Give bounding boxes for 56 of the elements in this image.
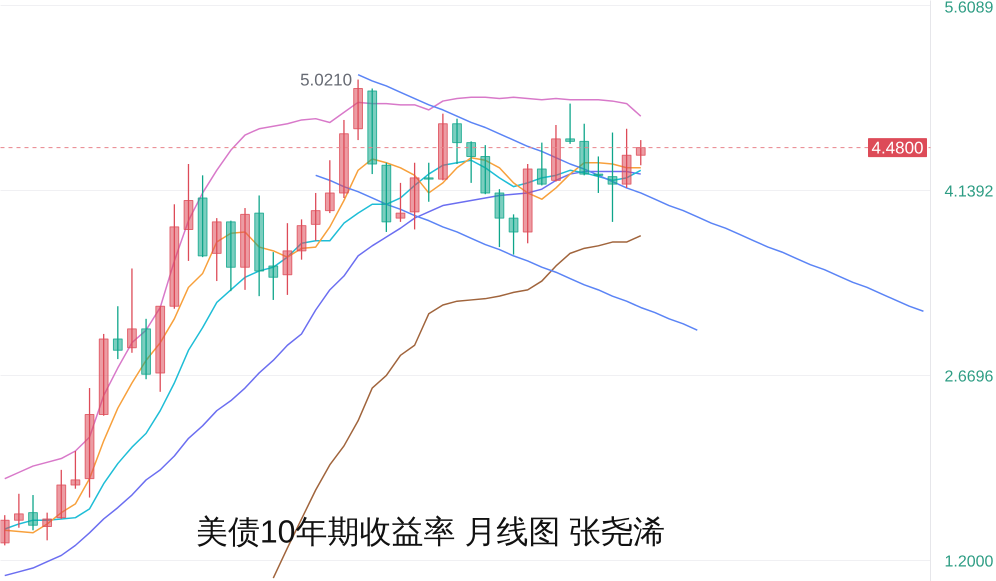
candlestick <box>565 102 575 145</box>
candlestick <box>353 78 363 141</box>
candlestick <box>508 214 518 256</box>
candlestick <box>551 124 561 182</box>
candlestick <box>593 156 604 194</box>
candlestick <box>480 144 490 195</box>
text: 美债10年期收益率 月线图 张尧浠 <box>196 514 666 550</box>
candlestick <box>98 333 109 416</box>
candlestick <box>282 222 292 296</box>
y-tick-label: 5.6089 <box>944 0 994 16</box>
candlestick <box>184 163 194 262</box>
candlestick <box>28 494 38 531</box>
candlestick <box>212 217 222 282</box>
line-series <box>4 96 642 480</box>
candlestick <box>579 123 590 176</box>
candlestick <box>396 182 406 223</box>
candlestick <box>42 512 52 541</box>
candlestick <box>296 218 306 260</box>
line-series <box>314 174 698 331</box>
candlestick <box>254 194 264 297</box>
candlestick <box>410 162 420 230</box>
y-tick-label: 1.2000 <box>944 553 994 570</box>
candlestick <box>622 128 632 189</box>
candlestick <box>494 188 504 248</box>
candlestick <box>226 220 236 292</box>
ref-line-label: 4.4800 <box>872 138 924 158</box>
candlestick <box>240 207 250 291</box>
candlestick <box>339 119 349 199</box>
candlestick <box>268 251 278 301</box>
candlestick <box>536 142 547 186</box>
candlestick <box>381 162 392 233</box>
candlestick <box>141 318 151 380</box>
candlestick <box>636 139 646 166</box>
candlestick <box>466 140 476 184</box>
candlestick <box>14 493 24 528</box>
candlestick <box>155 306 166 392</box>
annotation: 5.0210 <box>300 70 352 90</box>
candlestick <box>0 514 10 546</box>
candlestick <box>70 450 80 490</box>
candlestick <box>438 113 448 182</box>
candlestick <box>56 469 66 520</box>
candlestick <box>522 163 533 244</box>
candlestick <box>310 192 321 242</box>
candlestick <box>127 268 137 354</box>
y-tick-label: 4.1392 <box>944 184 994 201</box>
candlestick <box>169 204 180 310</box>
candlestick <box>608 132 618 223</box>
y-tick-label: 2.6696 <box>944 368 994 386</box>
candlestick <box>367 88 378 175</box>
candlestick <box>324 160 335 214</box>
line-series <box>357 74 924 312</box>
candlestick <box>424 162 434 202</box>
candlestick <box>452 118 462 165</box>
candlestick <box>84 387 94 498</box>
candlestick <box>112 306 123 360</box>
candlestick <box>198 174 208 258</box>
